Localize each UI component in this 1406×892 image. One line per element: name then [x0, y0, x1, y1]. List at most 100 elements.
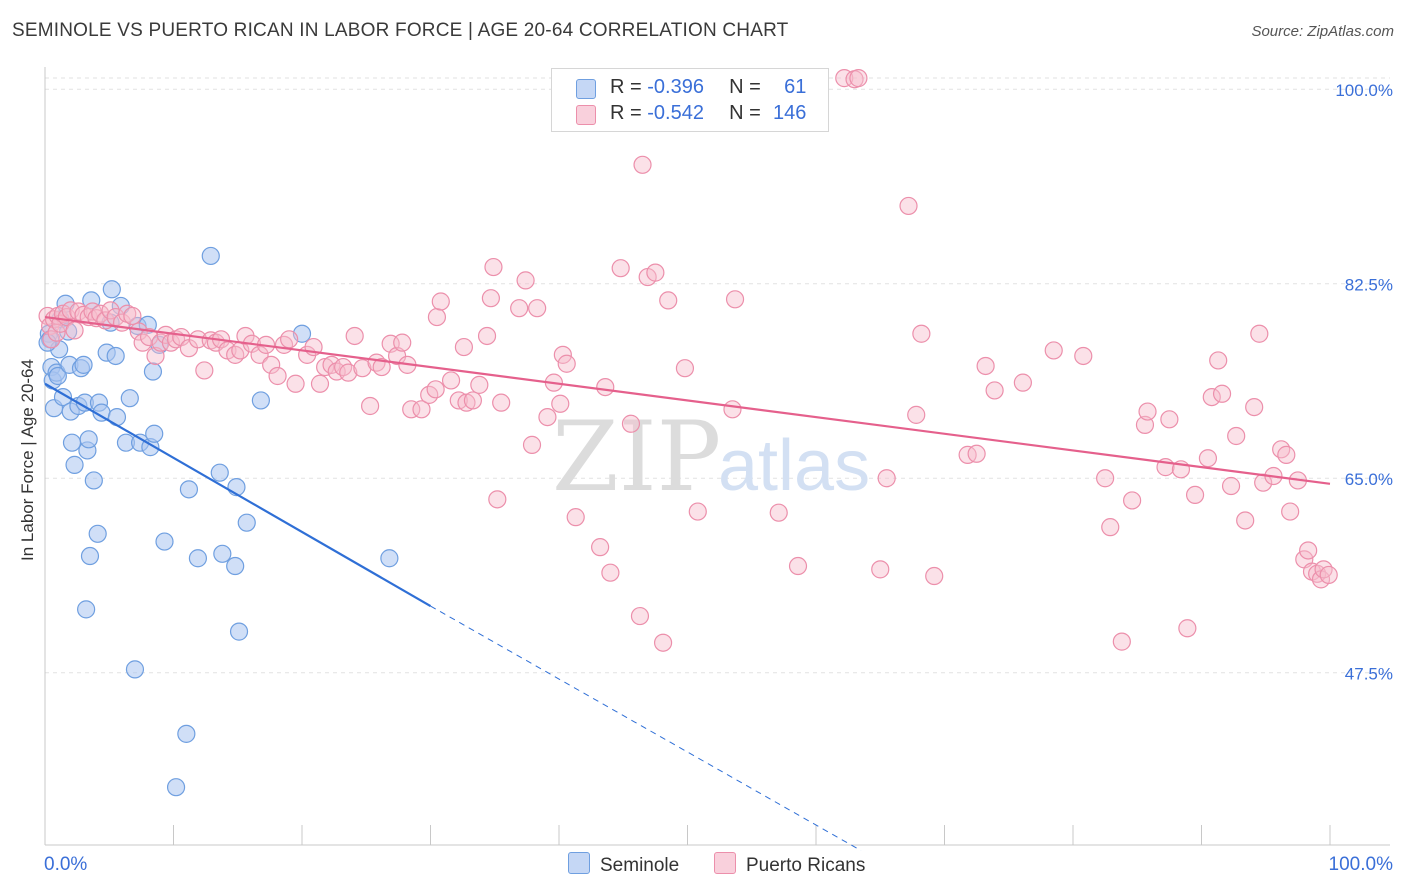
- puerto-rican-point: [481, 289, 500, 308]
- puerto-rican-point: [65, 321, 84, 340]
- puerto-rican-point: [484, 257, 503, 277]
- puerto-rican-point: [339, 363, 358, 382]
- puerto-rican-point: [372, 357, 391, 377]
- seminole-point: [237, 513, 256, 532]
- puerto-rican-point: [1221, 476, 1241, 496]
- puerto-rican-point: [725, 290, 745, 309]
- puerto-rican-point: [470, 375, 489, 394]
- puerto-rican-point: [1123, 491, 1142, 510]
- source-label: Source: ZipAtlas.com: [1251, 23, 1394, 40]
- seminole-point: [62, 433, 82, 452]
- puerto-rican-point: [646, 263, 665, 282]
- y-axis-label: In Labor Force | Age 20-64: [18, 359, 37, 561]
- puerto-rican-legend-swatch: [714, 852, 736, 874]
- seminole-point: [210, 463, 229, 482]
- seminole-point: [106, 346, 125, 366]
- chart-title: SEMINOLE VS PUERTO RICAN IN LABOR FORCE …: [12, 20, 789, 41]
- puerto-rican-point: [516, 271, 535, 290]
- stats-legend: R = -0.396 N = 61 R = -0.542 N = 146: [551, 68, 829, 132]
- seminole-point: [48, 366, 67, 386]
- legend-item-seminole: Seminole: [568, 852, 679, 877]
- puerto-rican-legend-label: Puerto Ricans: [746, 855, 866, 876]
- puerto-rican-point: [1202, 387, 1221, 407]
- puerto-rican-point: [522, 435, 542, 454]
- puerto-rican-point: [69, 302, 88, 321]
- legend-r-label: R =: [610, 102, 648, 124]
- puerto-rican-point: [477, 326, 497, 346]
- puerto-rican-point: [907, 405, 926, 424]
- puerto-rican-point: [591, 538, 610, 557]
- puerto-rican-point: [286, 374, 305, 393]
- puerto-rican-point: [630, 606, 650, 626]
- seminole-points: [38, 246, 399, 797]
- puerto-rican-point: [557, 354, 576, 373]
- puerto-rican-point: [1112, 632, 1131, 651]
- seminole-point: [120, 389, 139, 408]
- puerto-rican-point: [769, 503, 788, 522]
- seminole-trend-extension: [430, 605, 862, 851]
- puerto-rican-point: [1160, 410, 1179, 429]
- puerto-rican-point: [1277, 445, 1296, 464]
- puerto-rican-point: [788, 556, 808, 576]
- legend-item-puerto-ricans: Puerto Ricans: [714, 852, 865, 877]
- legend-r-label: R =: [610, 76, 648, 98]
- puerto-rican-point: [393, 333, 412, 352]
- seminole-swatch: [576, 79, 596, 99]
- seminole-point: [102, 280, 121, 299]
- seminole-point: [201, 246, 220, 266]
- puerto-rican-point: [492, 393, 511, 412]
- puerto-rican-point: [1044, 341, 1063, 360]
- puerto-rican-point: [334, 357, 353, 377]
- puerto-rican-point: [427, 307, 447, 327]
- puerto-rican-point: [1314, 560, 1333, 579]
- seminole-point: [77, 600, 96, 619]
- puerto-rican-point: [1101, 518, 1120, 537]
- puerto-rican-point: [1185, 485, 1205, 504]
- x-tick-label: 0.0%: [44, 854, 87, 875]
- grid-layer: [45, 77, 1390, 674]
- puerto-rican-point: [849, 69, 868, 88]
- puerto-rican-point: [1138, 402, 1157, 421]
- puerto-rican-point: [985, 381, 1004, 400]
- puerto-rican-point: [1198, 449, 1218, 468]
- y-tick-label: 82.5%: [1345, 276, 1393, 295]
- puerto-rican-point: [1227, 426, 1246, 446]
- puerto-rican-point: [250, 345, 269, 364]
- puerto-rican-point: [528, 299, 547, 318]
- puerto-rican-point: [1299, 541, 1318, 560]
- legend-r-value: -0.396: [647, 76, 704, 98]
- puerto-rican-point: [976, 356, 995, 376]
- puerto-rican-point: [402, 400, 421, 419]
- puerto-rican-point: [596, 377, 615, 397]
- puerto-rican-point: [601, 563, 620, 582]
- puerto-rican-point: [1250, 324, 1269, 343]
- seminole-point: [188, 549, 208, 568]
- seminole-point: [177, 724, 196, 743]
- tick-labels: 47.5% 65.0% 82.5% 100.0% 0.0% 100.0%: [44, 81, 1393, 875]
- puerto-rican-swatch: [576, 105, 596, 125]
- puerto-rican-point: [510, 299, 529, 318]
- puerto-rican-point: [688, 502, 707, 521]
- seminole-point: [143, 362, 163, 381]
- puerto-rican-point: [611, 259, 630, 278]
- puerto-rican-point: [653, 633, 673, 652]
- puerto-rican-point: [1135, 415, 1155, 434]
- puerto-rican-point: [1236, 511, 1255, 530]
- seminole-point: [229, 622, 249, 641]
- puerto-rican-point: [123, 306, 142, 326]
- puerto-rican-point: [310, 374, 330, 393]
- watermark: ZIP atlas: [552, 401, 870, 513]
- puerto-rican-point: [488, 490, 507, 509]
- puerto-rican-point: [280, 330, 299, 349]
- puerto-rican-point: [967, 444, 986, 463]
- puerto-rican-point: [871, 560, 890, 579]
- puerto-rican-point: [431, 292, 450, 311]
- y-tick-label: 100.0%: [1335, 81, 1393, 100]
- seminole-trend-line: [44, 382, 432, 607]
- watermark-zip: ZIP: [552, 401, 721, 513]
- seminole-point: [80, 546, 100, 566]
- puerto-rican-point: [1281, 502, 1300, 521]
- seminole-point: [65, 455, 84, 474]
- seminole-point: [79, 430, 98, 449]
